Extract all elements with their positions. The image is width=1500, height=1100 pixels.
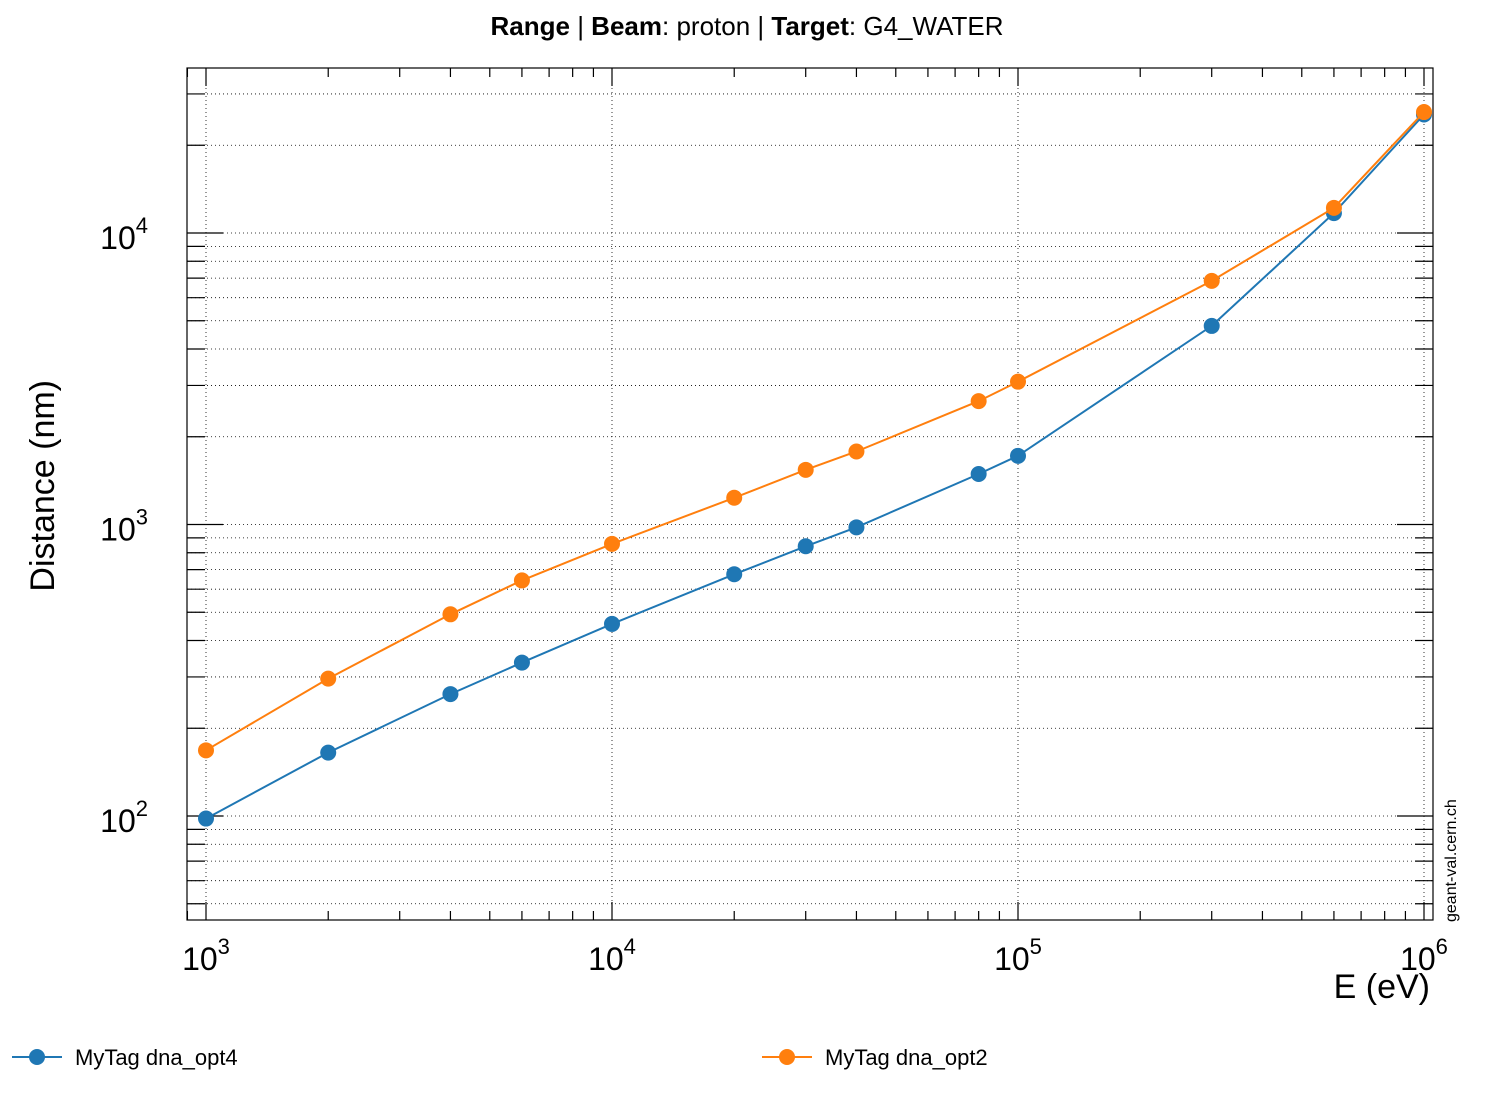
- data-point: [320, 744, 337, 761]
- y-tick-label: 103: [100, 505, 148, 548]
- series-0: [198, 106, 1432, 827]
- legend: MyTag dna_opt4 MyTag dna_opt2: [12, 1045, 988, 1070]
- data-point: [726, 489, 743, 506]
- data-point: [442, 686, 459, 703]
- data-point: [198, 742, 214, 759]
- legend-item: MyTag dna_opt2: [762, 1045, 988, 1070]
- y-tick-label: 102: [100, 796, 148, 839]
- title-sep-2: |: [750, 11, 771, 41]
- legend-label: MyTag dna_opt2: [825, 1045, 988, 1070]
- data-point: [848, 443, 865, 460]
- data-point: [513, 654, 530, 671]
- data-point: [1010, 447, 1026, 464]
- series-layer: [198, 104, 1432, 827]
- y-axis-label: Distance (nm): [24, 380, 62, 592]
- data-point: [848, 519, 865, 536]
- data-point: [797, 538, 814, 555]
- title-sep-1: |: [570, 11, 591, 41]
- x-axis-label: E (eV): [1334, 968, 1430, 1006]
- data-point: [604, 615, 620, 632]
- title-beam-label: Beam: [591, 11, 662, 41]
- data-point: [1203, 272, 1220, 289]
- data-point: [1325, 199, 1342, 216]
- data-point: [442, 606, 459, 623]
- y-tick-label: 104: [100, 213, 148, 256]
- plot-frame: [186, 67, 1434, 921]
- series-1: [198, 104, 1432, 759]
- data-point: [1203, 317, 1220, 334]
- series-line: [205, 111, 1425, 752]
- data-point: [604, 535, 620, 552]
- x-tick-label: 104: [588, 934, 636, 977]
- legend-marker: [29, 1049, 45, 1065]
- data-point: [1010, 373, 1026, 390]
- data-point: [320, 670, 337, 687]
- legend-marker: [779, 1049, 795, 1065]
- data-point: [513, 572, 530, 589]
- legend-label: MyTag dna_opt4: [75, 1045, 238, 1070]
- title-range: Range: [491, 11, 570, 41]
- data-point: [970, 466, 987, 483]
- data-point: [726, 566, 743, 583]
- chart-title: Range | Beam: proton | Target: G4_WATER: [491, 11, 1004, 41]
- grid: [187, 68, 1433, 920]
- x-tick-label: 103: [182, 934, 230, 977]
- title-target-value: : G4_WATER: [849, 11, 1004, 41]
- data-point: [970, 393, 987, 410]
- data-point: [797, 461, 814, 478]
- watermark: geant-val.cern.ch: [1443, 799, 1460, 922]
- title-beam-value: : proton: [662, 11, 750, 41]
- data-point: [1416, 104, 1432, 121]
- title-target-label: Target: [771, 11, 849, 41]
- x-tick-label: 106: [1400, 934, 1448, 977]
- legend-item: MyTag dna_opt4: [12, 1045, 238, 1070]
- axes: 103 104 105 106 102 103 104: [100, 67, 1448, 977]
- data-point: [198, 810, 214, 827]
- x-tick-label: 105: [994, 934, 1042, 977]
